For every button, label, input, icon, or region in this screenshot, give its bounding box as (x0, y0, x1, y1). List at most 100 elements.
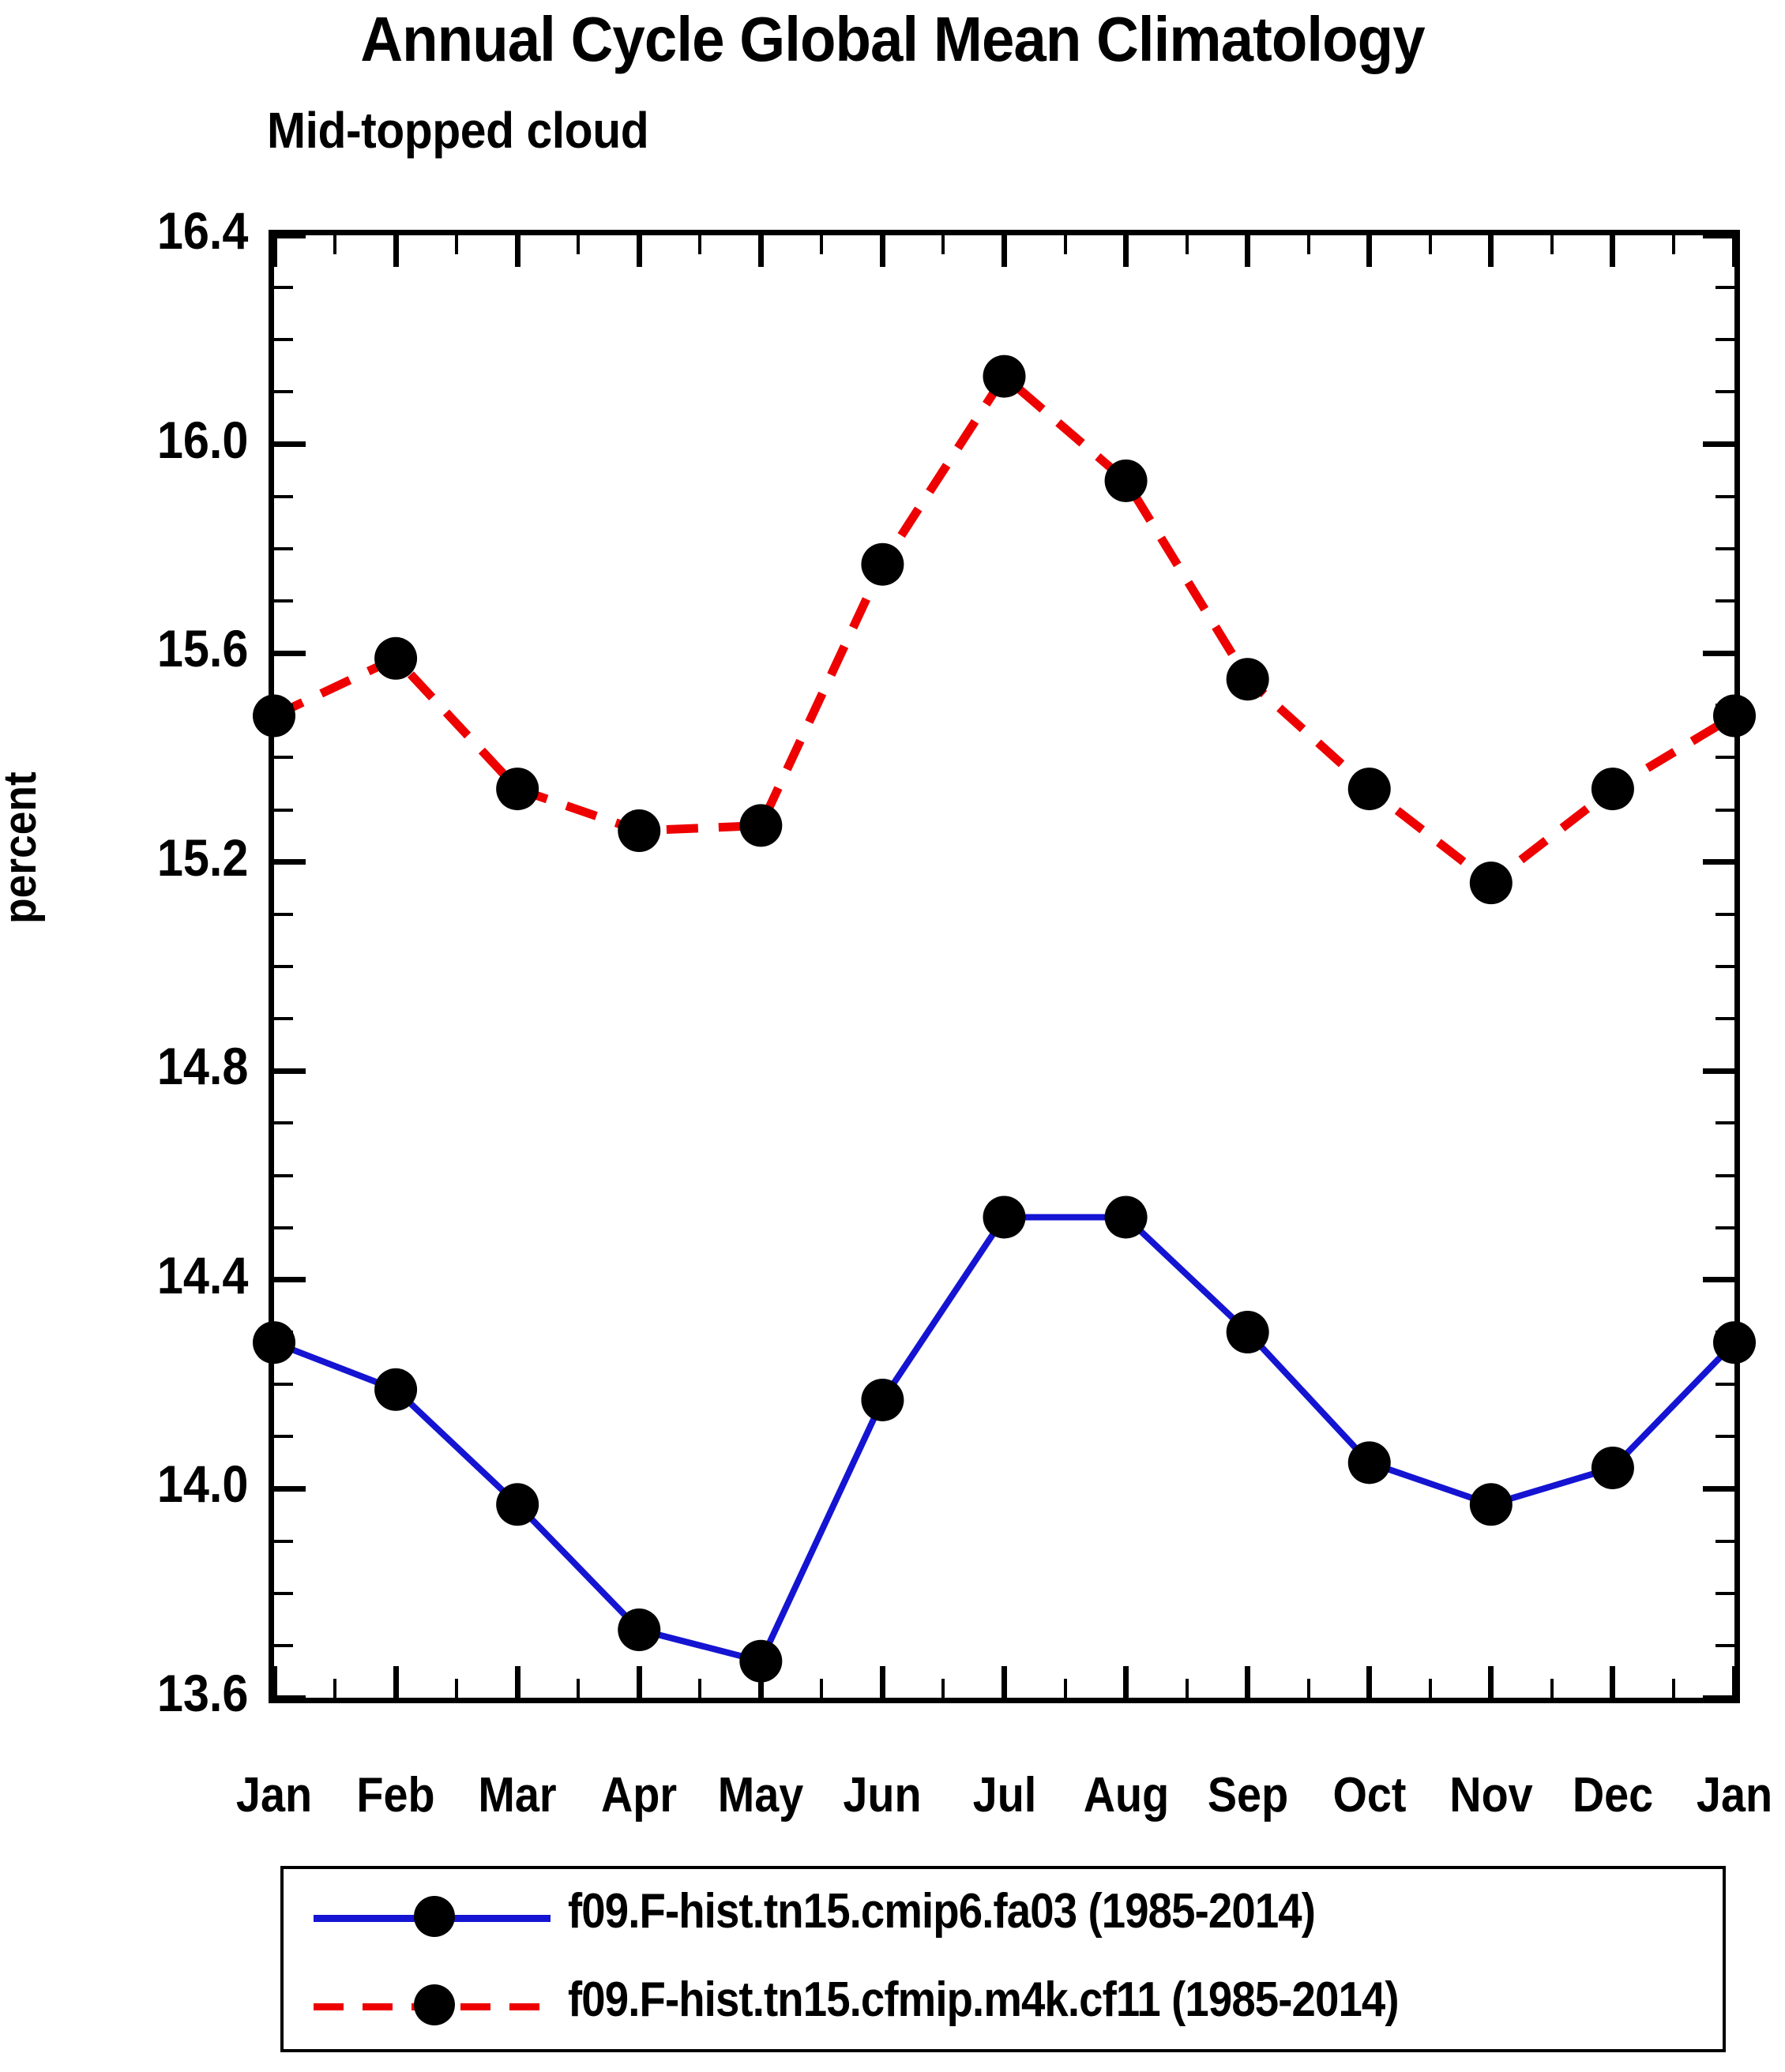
x-tick-major (271, 235, 277, 267)
y-tick-major (274, 441, 306, 448)
data-point-marker (618, 1608, 661, 1652)
x-tick-major (879, 235, 885, 267)
x-tick-major (636, 1666, 642, 1698)
y-tick-minor (274, 546, 293, 550)
x-tick-major (879, 1666, 885, 1698)
x-tick-minor (1185, 1679, 1189, 1698)
x-tick-major (636, 235, 642, 267)
x-tick-minor (333, 1679, 337, 1698)
y-tick-minor (274, 1121, 293, 1125)
y-tick-minor (1715, 1226, 1734, 1229)
legend-sample-line-dashed (314, 1984, 551, 2025)
y-tick-minor (1715, 704, 1734, 708)
x-tick-minor (1671, 1679, 1675, 1698)
x-tick-major (1488, 1666, 1494, 1698)
x-tick-minor (698, 1679, 702, 1698)
y-axis-title: percent (0, 771, 46, 924)
y-tick-label: 15.2 (156, 828, 248, 887)
x-tick-major (1366, 235, 1373, 267)
x-tick-minor (1306, 235, 1310, 254)
x-tick-major (393, 235, 399, 267)
x-tick-minor (1063, 235, 1067, 254)
data-point-marker (374, 1368, 418, 1411)
x-tick-major (1488, 235, 1494, 267)
legend-item-0[interactable]: f09.F-hist.tn15.cmip6.fa03 (1985-2014) (284, 1874, 1723, 1962)
y-tick-major (1703, 441, 1734, 448)
x-tick-major (757, 235, 764, 267)
x-tick-major (1123, 235, 1129, 267)
data-point-marker (1713, 694, 1756, 738)
data-point-marker (1347, 1441, 1391, 1485)
x-tick-label: Apr (601, 1768, 678, 1822)
y-tick-major (274, 1068, 306, 1074)
plot-inner (253, 232, 1756, 1701)
y-tick-label: 14.4 (156, 1245, 248, 1304)
x-tick-label: Jul (972, 1768, 1036, 1822)
x-tick-major (1245, 235, 1251, 267)
data-point-marker (1469, 861, 1513, 905)
data-point-marker (253, 694, 295, 738)
x-tick-minor (455, 1679, 459, 1698)
y-tick-major (1703, 1277, 1734, 1283)
y-tick-minor (1715, 494, 1734, 498)
y-tick-major (274, 1485, 306, 1492)
data-point-marker (1591, 768, 1634, 811)
x-tick-minor (333, 235, 337, 254)
x-tick-major (1610, 235, 1616, 267)
y-tick-minor (274, 390, 293, 394)
legend-label-0: f09.F-hist.tn15.cmip6.fa03 (1985-2014) (568, 1884, 1316, 1939)
data-point-marker (1469, 1483, 1513, 1526)
data-point-marker (1226, 1311, 1269, 1353)
y-tick-minor (274, 965, 293, 968)
legend-marker-circle (414, 1896, 455, 1937)
y-tick-major (1703, 1068, 1734, 1074)
y-tick-minor (1715, 286, 1734, 290)
y-tick-minor (1715, 599, 1734, 602)
x-tick-label: Jan (1696, 1768, 1773, 1822)
y-tick-label: 14.8 (156, 1037, 248, 1096)
data-point-marker (1104, 1196, 1148, 1239)
y-tick-minor (1715, 912, 1734, 916)
x-tick-minor (1063, 1679, 1067, 1698)
data-point-marker (1226, 658, 1269, 701)
x-tick-label: Jan (235, 1768, 313, 1822)
y-tick-minor (1715, 1539, 1734, 1543)
x-tick-minor (1428, 235, 1432, 254)
x-tick-minor (1550, 235, 1554, 254)
data-point-marker (1591, 1446, 1634, 1489)
x-tick-minor (577, 235, 581, 254)
y-tick-minor (1715, 965, 1734, 968)
chart-subtitle: Mid-topped cloud (267, 102, 649, 159)
y-tick-minor (1715, 1331, 1734, 1334)
y-tick-label: 14.0 (156, 1455, 248, 1514)
x-tick-label: Jun (843, 1768, 923, 1822)
data-point-marker (496, 768, 539, 811)
y-tick-minor (1715, 1173, 1734, 1177)
y-tick-major (274, 1277, 306, 1283)
x-tick-minor (1185, 235, 1189, 254)
x-tick-minor (941, 1679, 945, 1698)
legend-sample-line-solid (314, 1896, 551, 1937)
x-tick-major (1731, 235, 1738, 267)
data-point-marker (1347, 768, 1391, 811)
y-tick-minor (274, 1383, 293, 1387)
y-tick-minor (274, 808, 293, 812)
legend-label-1: f09.F-hist.tn15.cfmip.m4k.cf11 (1985-201… (568, 1973, 1400, 2027)
y-tick-minor (274, 704, 293, 708)
x-tick-minor (1671, 235, 1675, 254)
y-tick-minor (274, 1226, 293, 1229)
x-tick-major (393, 1666, 399, 1698)
series-layer (253, 355, 1756, 1683)
y-tick-label: 16.0 (156, 410, 248, 469)
x-tick-major (1731, 1666, 1738, 1698)
x-tick-label: Feb (356, 1768, 435, 1822)
x-tick-minor (1306, 1679, 1310, 1698)
legend-marker-circle (414, 1984, 455, 2025)
data-point-marker (1104, 459, 1148, 502)
y-tick-major (1703, 232, 1734, 238)
y-tick-major (1703, 1485, 1734, 1492)
data-point-marker (739, 804, 783, 847)
legend-item-1[interactable]: f09.F-hist.tn15.cfmip.m4k.cf11 (1985-201… (284, 1962, 1723, 2051)
x-tick-major (514, 1666, 520, 1698)
